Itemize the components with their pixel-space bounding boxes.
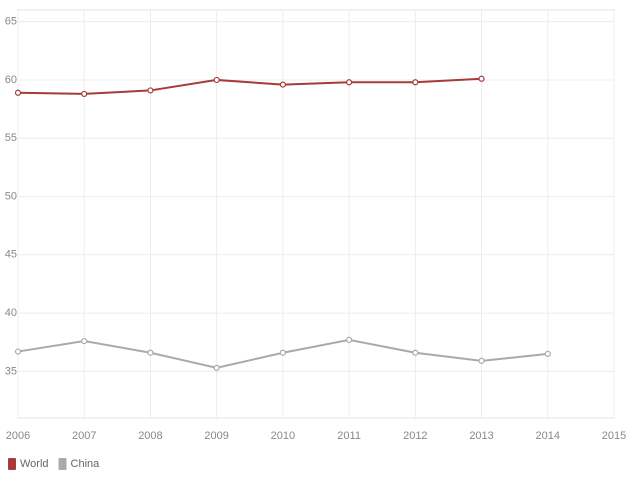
data-point bbox=[14, 348, 22, 355]
x-tick-label: 2007 bbox=[72, 430, 96, 442]
data-point bbox=[81, 337, 88, 345]
x-tick-label: 2006 bbox=[6, 430, 30, 442]
data-point bbox=[346, 79, 353, 86]
y-tick-label: 65 bbox=[5, 16, 17, 28]
data-point bbox=[279, 81, 286, 88]
legend-swatch bbox=[58, 458, 67, 470]
y-tick-label: 35 bbox=[5, 365, 17, 377]
x-tick-label: 2011 bbox=[337, 430, 361, 442]
legend-label: China bbox=[71, 458, 101, 470]
data-point bbox=[213, 364, 220, 371]
data-point bbox=[14, 89, 22, 96]
y-tick-label: 60 bbox=[5, 74, 17, 86]
series-line bbox=[17, 77, 482, 95]
x-tick-label: 2009 bbox=[204, 430, 228, 442]
data-point bbox=[147, 87, 154, 94]
x-tick-label: 2014 bbox=[536, 430, 560, 442]
data-point bbox=[279, 349, 286, 356]
data-point bbox=[478, 357, 485, 364]
data-point bbox=[478, 75, 485, 82]
x-tick-label: 2008 bbox=[138, 430, 162, 442]
x-tick-label: 2013 bbox=[469, 430, 493, 442]
data-point bbox=[412, 79, 419, 86]
y-tick-label: 45 bbox=[5, 249, 17, 261]
data-point bbox=[412, 349, 419, 356]
legend-label: World bbox=[20, 458, 49, 470]
x-tick-label: 2012 bbox=[403, 430, 427, 442]
x-tick-label: 2015 bbox=[602, 430, 626, 442]
x-tick-label: 2010 bbox=[271, 430, 295, 442]
y-tick-label: 40 bbox=[5, 307, 17, 319]
y-tick-label: 55 bbox=[5, 132, 17, 144]
data-point bbox=[346, 336, 353, 343]
data-point bbox=[147, 349, 154, 356]
legend-swatch bbox=[8, 458, 16, 470]
data-point bbox=[544, 350, 551, 357]
data-point bbox=[81, 90, 88, 98]
data-point bbox=[213, 76, 220, 84]
y-tick-label: 50 bbox=[5, 190, 17, 202]
